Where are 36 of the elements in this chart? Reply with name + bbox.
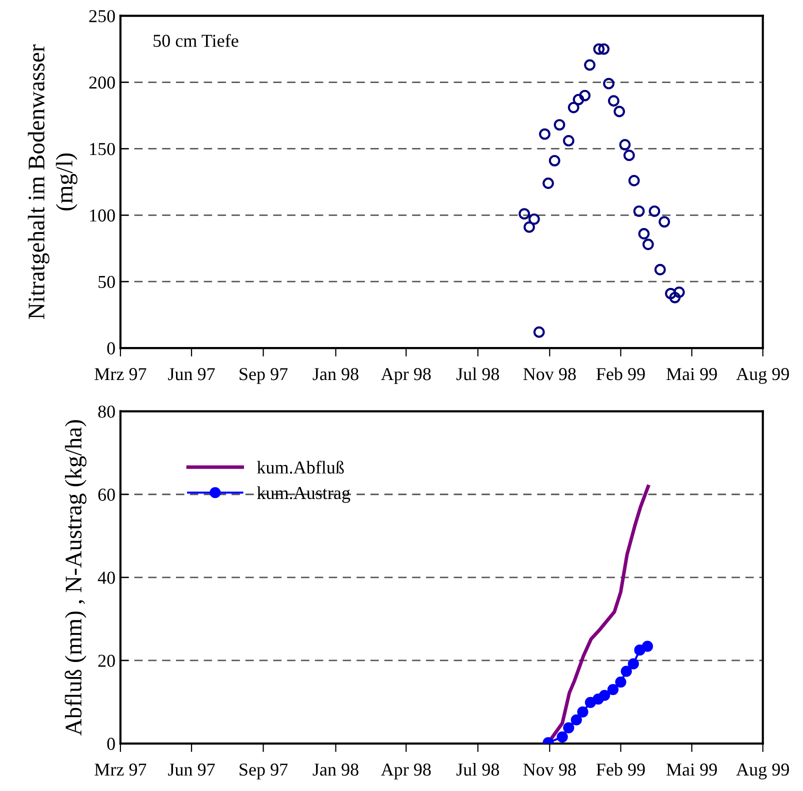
x-tick-label: Mai 99 [666,368,717,380]
x-tick-label: Jan 98 [312,368,358,380]
x-tick-label: Apr 98 [380,368,431,384]
x-tick-label: Apr 98 [380,764,431,780]
y-tick-label: 0 [107,342,115,354]
x-tick-label: Nov 98 [523,368,576,380]
x-tick-label: Aug 99 [736,368,789,384]
x-tick-label: Jun 97 [168,764,215,776]
y-tick-label: 50 [98,276,115,288]
y-tick-label: 250 [89,10,115,22]
y-tick-label: 60 [98,488,115,501]
y-tick-label: 200 [89,76,115,89]
x-tick-label: Sep 97 [240,764,288,780]
x-tick-label: Jul 98 [456,367,500,380]
y-axis-title: Abfluß (mm) , N-Austrag (kg/ha) [64,420,86,736]
y-axis-title: Nitratgehalt im Bodenwasser (mg/l) [28,44,78,319]
y-tick-label: 100 [90,209,115,222]
x-tick-label: Jun 97 [168,368,215,380]
legend-label: kum.Austrag [257,486,350,503]
y-tick-label: 0 [107,738,115,750]
x-tick-label: Mai 99 [666,764,717,776]
y-tick-label: 40 [98,572,115,584]
legend-label: kum.Abfluß [257,460,344,474]
x-tick-label: Nov 98 [523,764,576,776]
x-tick-label: Feb 99 [596,762,645,776]
y-tick-label: 150 [90,142,115,156]
x-tick-label: Mrz 97 [94,764,146,776]
x-tick-label: Jan 98 [312,764,358,776]
y-tick-label: 20 [98,654,115,667]
y-tick-label: 80 [98,406,115,418]
x-tick-label: Sep 97 [240,368,288,384]
x-tick-label: Feb 99 [596,367,645,380]
annotation: 50 cm Tiefe [154,34,238,47]
x-tick-label: Aug 99 [736,764,789,780]
x-tick-label: Jul 98 [456,762,500,776]
x-tick-label: Mrz 97 [94,368,146,380]
